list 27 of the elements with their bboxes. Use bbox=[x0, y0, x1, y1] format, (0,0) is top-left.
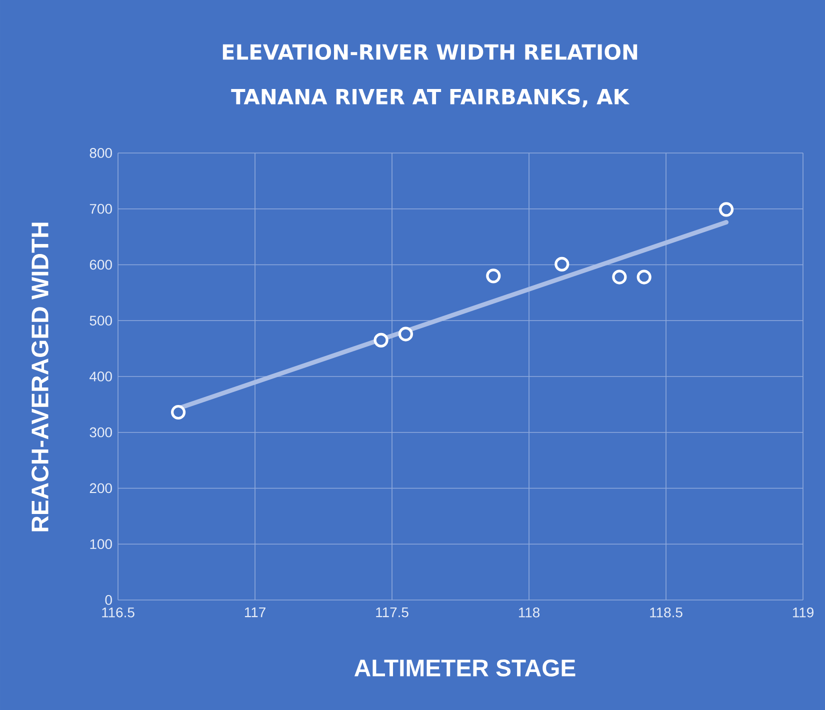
x-axis-title: ALTIMETER STAGE bbox=[354, 660, 576, 676]
y-tick-label: 200 bbox=[90, 483, 112, 494]
point bbox=[374, 332, 388, 348]
y-tick-label: 0 bbox=[105, 595, 112, 605]
y-tick-label: 600 bbox=[90, 260, 112, 270]
x-tick-label: 118 bbox=[518, 607, 540, 618]
y-tick-label: 100 bbox=[90, 539, 112, 550]
x-tick-label: 117.5 bbox=[376, 608, 408, 618]
chart-title: ELEVATION-RIVER WIDTH RELATION bbox=[222, 44, 638, 60]
x-tick-label: 116.5 bbox=[102, 607, 134, 618]
chart-subtitle: TANANA RIVER AT FAIRBANKS, AK bbox=[231, 88, 630, 108]
y-tick-label: 400 bbox=[90, 372, 112, 382]
point bbox=[612, 270, 627, 284]
x-tick-label: 117 bbox=[244, 608, 266, 618]
y-tick-label: 700 bbox=[90, 204, 112, 214]
y-tick-label: 500 bbox=[90, 316, 112, 326]
x-tick-label: 118.5 bbox=[650, 607, 682, 618]
point bbox=[170, 404, 186, 420]
x-tick-label: 119 bbox=[792, 607, 814, 618]
point bbox=[636, 270, 652, 284]
point bbox=[554, 256, 570, 272]
point bbox=[486, 268, 501, 284]
y-tick-label: 800 bbox=[90, 148, 112, 158]
point bbox=[718, 202, 734, 217]
point bbox=[398, 326, 414, 342]
y-axis-title: REACH-AVERAGED WIDTH bbox=[32, 222, 48, 532]
y-tick-label: 300 bbox=[90, 427, 112, 438]
